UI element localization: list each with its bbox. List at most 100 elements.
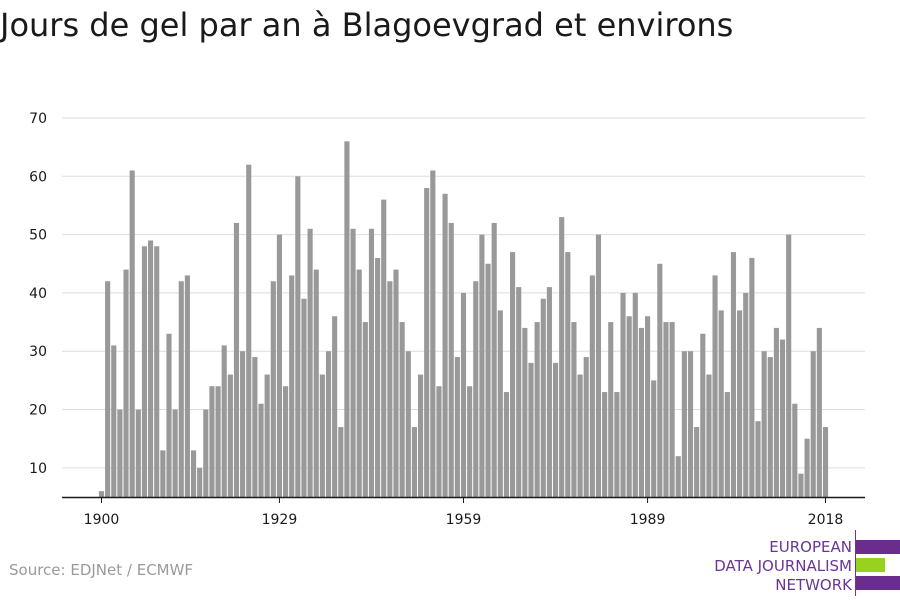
- bar-1919: [215, 386, 221, 497]
- bar-1982: [602, 392, 608, 497]
- bar-2001: [718, 310, 724, 497]
- bar-2010: [773, 327, 779, 497]
- logo-bar-middle: [856, 558, 885, 572]
- bar-1931: [289, 275, 295, 497]
- bar-1909: [154, 246, 160, 497]
- bar-1990: [651, 380, 657, 497]
- bar-1961: [473, 281, 479, 497]
- bar-1973: [546, 287, 552, 497]
- bar-1986: [626, 316, 632, 497]
- bar-1925: [252, 357, 258, 497]
- logo-text: EUROPEAN DATA JOURNALISM NETWORK: [714, 538, 852, 595]
- bar-1937: [325, 351, 332, 497]
- logo-line-2: DATA JOURNALISM: [714, 557, 852, 575]
- bar-2015: [804, 438, 810, 497]
- bar-2009: [767, 357, 773, 497]
- bar-1948: [393, 269, 399, 497]
- bar-1928: [270, 281, 276, 497]
- bars: [98, 141, 829, 498]
- bar-1967: [510, 252, 516, 497]
- bar-1957: [448, 222, 454, 497]
- bar-1960: [467, 386, 473, 497]
- bar-2013: [792, 403, 798, 497]
- bar-1903: [117, 409, 123, 497]
- bar-1918: [209, 386, 215, 497]
- bar-1999: [706, 374, 712, 497]
- bar-1933: [301, 298, 307, 497]
- bar-1954: [430, 170, 436, 497]
- bar-1951: [411, 427, 417, 497]
- bar-1971: [534, 322, 540, 497]
- bar-1984: [614, 392, 620, 497]
- bar-1943: [362, 322, 368, 497]
- y-tick-label: 60: [29, 169, 47, 185]
- logo-bar-bottom: [856, 576, 900, 590]
- logo-divider: [855, 530, 856, 596]
- bar-2012: [786, 234, 792, 497]
- bar-1907: [141, 246, 148, 497]
- x-tick-label: 1929: [262, 512, 298, 528]
- bar-1929: [276, 234, 282, 497]
- bar-1910: [160, 450, 166, 497]
- bar-1923: [240, 351, 246, 497]
- logo-line-1: EUROPEAN: [769, 538, 852, 556]
- bar-1944: [368, 228, 375, 498]
- bar-1988: [638, 327, 644, 497]
- bar-1932: [295, 176, 301, 498]
- bar-1983: [608, 322, 614, 497]
- bar-1956: [442, 193, 448, 498]
- x-tick-label: 1900: [84, 512, 120, 528]
- logo-line-3: NETWORK: [775, 576, 852, 594]
- bar-1963: [485, 263, 491, 497]
- bar-1953: [424, 187, 430, 497]
- bar-1968: [516, 287, 522, 497]
- bar-1979: [583, 357, 589, 497]
- bar-2008: [761, 351, 767, 497]
- bar-1981: [595, 234, 602, 497]
- bar-1989: [645, 316, 651, 497]
- bar-2004: [737, 310, 743, 497]
- bar-2002: [724, 392, 730, 497]
- bar-1926: [258, 403, 264, 497]
- bar-1920: [221, 345, 227, 497]
- y-tick-label: 10: [29, 461, 47, 477]
- bar-2003: [730, 252, 737, 497]
- bar-1949: [399, 322, 405, 497]
- bar-1906: [135, 409, 141, 497]
- bar-2017: [816, 327, 822, 497]
- bar-1995: [681, 351, 687, 497]
- bar-1936: [319, 374, 325, 497]
- bar-1917: [203, 409, 209, 497]
- bar-1978: [577, 374, 583, 497]
- bar-1994: [675, 456, 681, 497]
- bar-1938: [332, 316, 338, 497]
- bar-1934: [307, 228, 313, 498]
- bar-1946: [381, 199, 387, 497]
- bar-2007: [755, 421, 761, 497]
- bar-2014: [798, 473, 804, 497]
- bar-1901: [105, 281, 111, 497]
- bar-1975: [559, 217, 565, 497]
- x-tick-label: 2018: [808, 512, 844, 528]
- bar-1911: [166, 333, 172, 497]
- bar-1945: [375, 257, 381, 497]
- bar-1927: [264, 374, 270, 497]
- bar-1965: [497, 310, 503, 497]
- bar-1902: [111, 345, 117, 497]
- bar-1947: [387, 281, 393, 497]
- bar-1905: [129, 170, 135, 497]
- bar-2006: [749, 257, 755, 497]
- y-tick-label: 50: [29, 228, 47, 244]
- bar-1941: [350, 228, 356, 498]
- y-tick-label: 40: [29, 286, 47, 302]
- bar-2018: [822, 427, 829, 497]
- bar-1977: [571, 322, 577, 497]
- bar-1912: [172, 409, 178, 497]
- bar-1930: [283, 386, 289, 497]
- bar-1985: [620, 292, 626, 497]
- bar-1939: [338, 427, 344, 497]
- bar-2000: [712, 275, 718, 497]
- source-note: Source: EDJNet / ECMWF: [9, 561, 194, 579]
- x-axis-ticks: 1900 1929 1959 1989 2018: [84, 497, 844, 528]
- bar-1900: [98, 491, 105, 497]
